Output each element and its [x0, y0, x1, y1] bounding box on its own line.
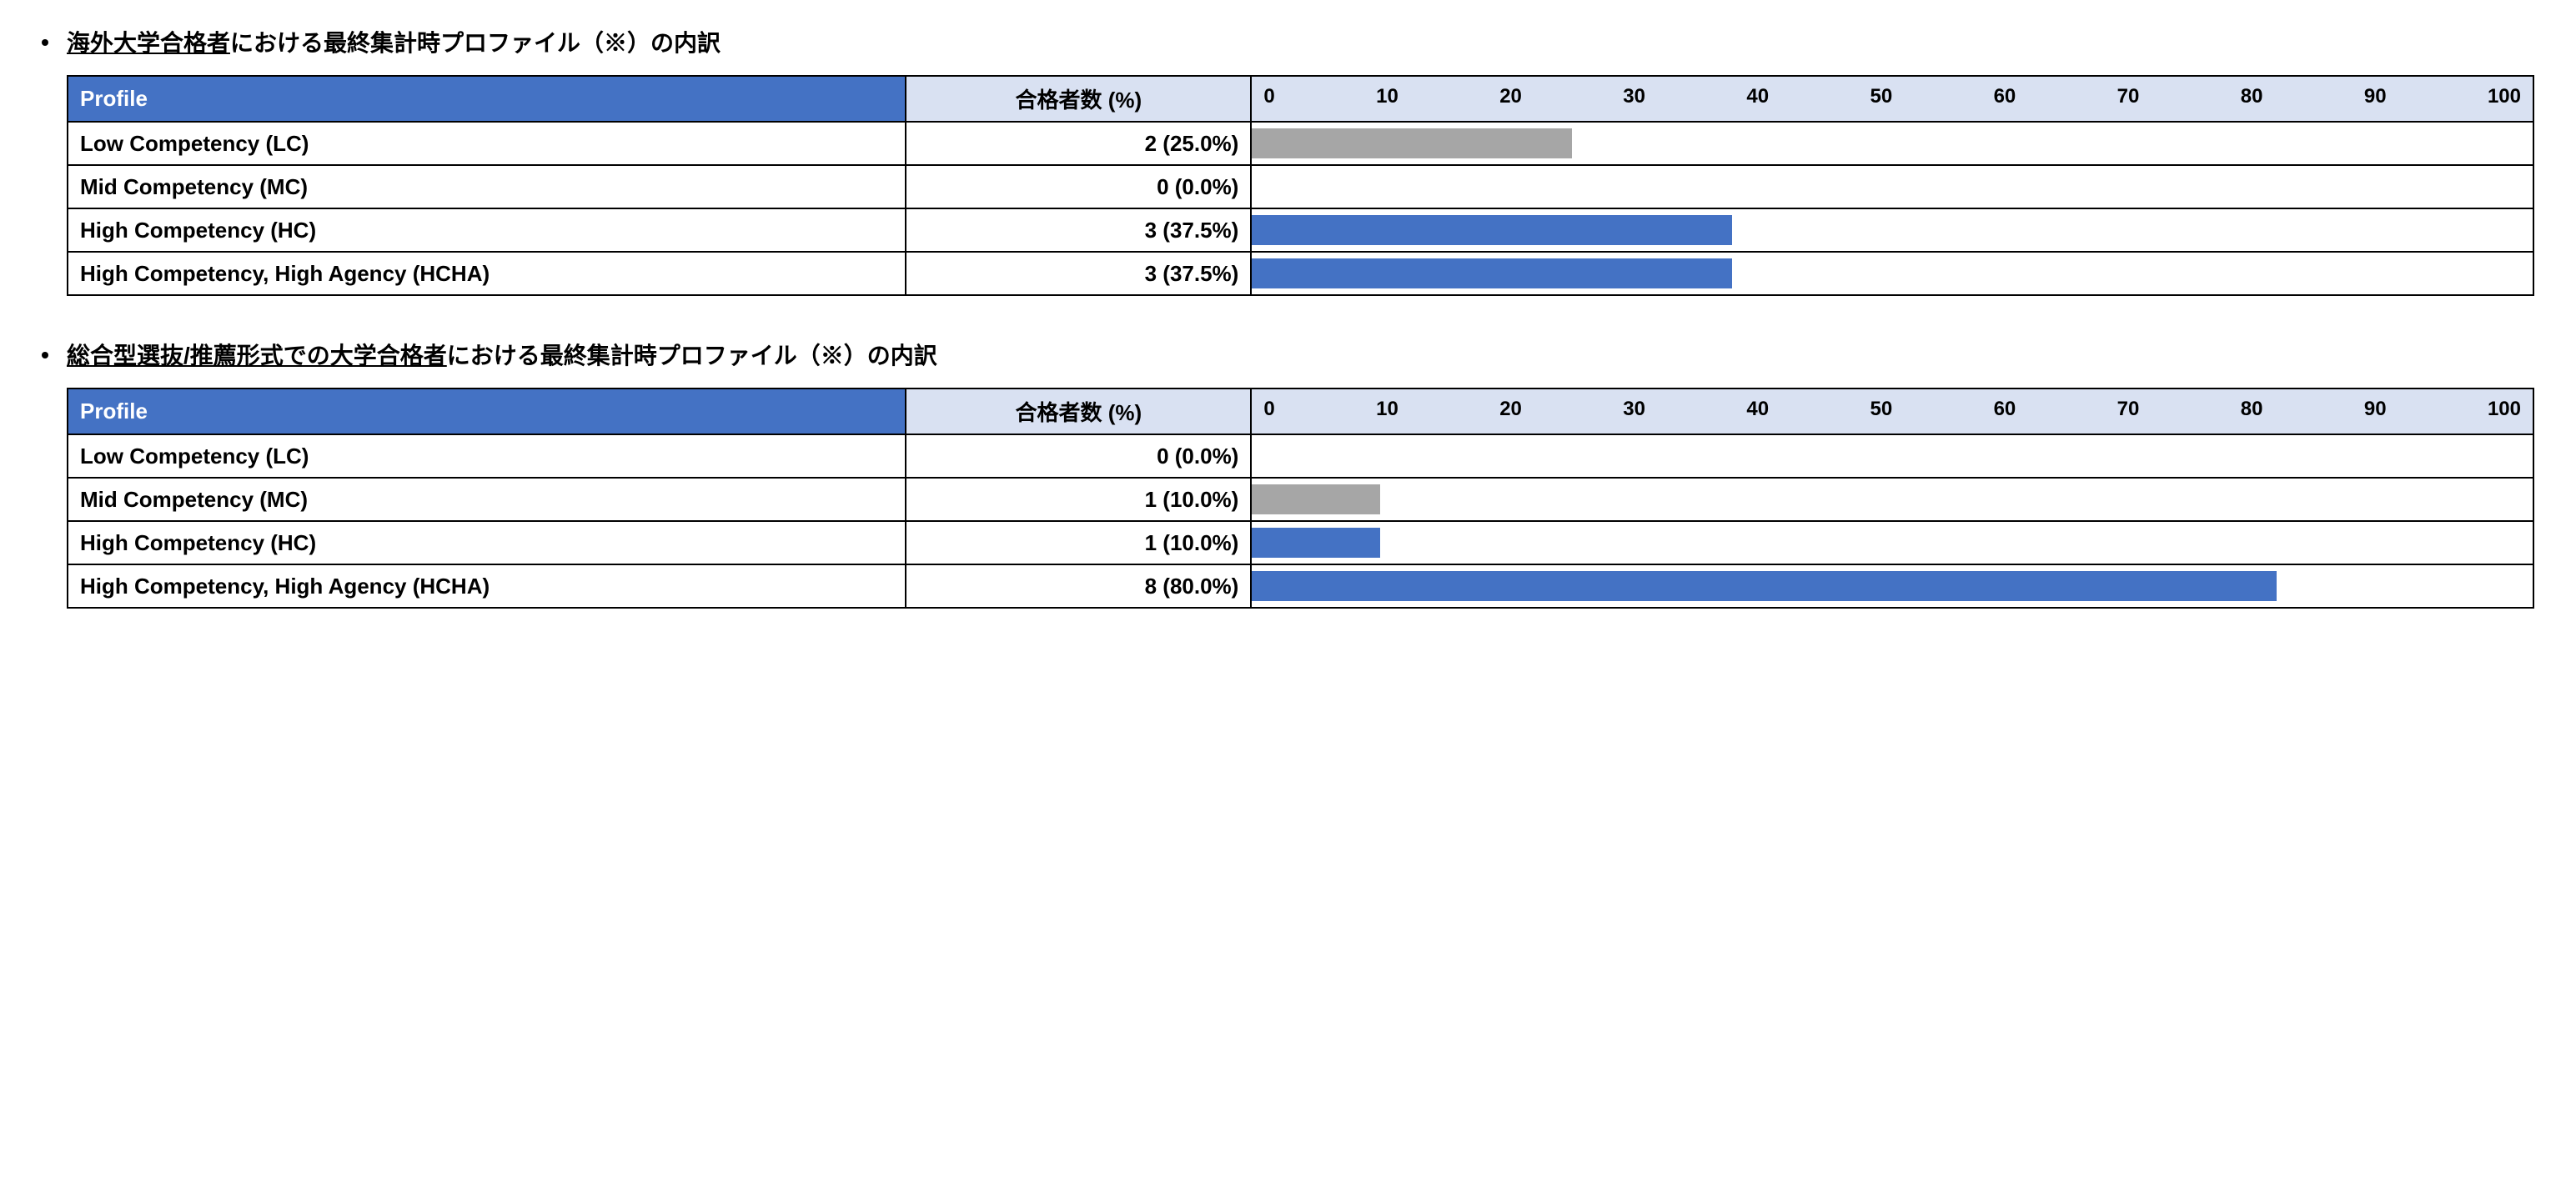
table-header-row: Profile合格者数 (%) 0 10 20 30 40 50 60 70 80 90 100 — [68, 388, 2533, 434]
axis-tick: 30 — [1623, 398, 1645, 421]
cell-count: 2 (25.0%) — [906, 122, 1251, 165]
axis-tick: 90 — [2364, 85, 2387, 108]
axis-tick: 20 — [1499, 85, 1522, 108]
axis-tick: 80 — [2241, 398, 2263, 421]
cell-profile: Mid Competency (MC) — [68, 165, 906, 208]
table-row: Low Competency (LC)0 (0.0%) — [68, 434, 2533, 478]
header-profile: Profile — [68, 388, 906, 434]
axis-tick: 20 — [1499, 398, 1522, 421]
cell-bar — [1251, 434, 2533, 478]
cell-bar — [1251, 564, 2533, 608]
cell-bar — [1251, 252, 2533, 295]
cell-count: 1 (10.0%) — [906, 478, 1251, 521]
axis-tick: 90 — [2364, 398, 2387, 421]
profile-table: Profile合格者数 (%) 0 10 20 30 40 50 60 70 80 90 100 Low… — [67, 388, 2534, 609]
section-title: 海外大学合格者における最終集計時プロファイル（※）の内訳 — [42, 25, 2534, 58]
axis-tick: 80 — [2241, 85, 2263, 108]
axis-tick: 0 — [1263, 85, 1274, 108]
cell-count: 8 (80.0%) — [906, 564, 1251, 608]
axis-tick: 50 — [1870, 85, 1892, 108]
cell-count: 0 (0.0%) — [906, 434, 1251, 478]
bar — [1252, 484, 1380, 514]
table-header-row: Profile合格者数 (%) 0 10 20 30 40 50 60 70 80 90 100 — [68, 76, 2533, 122]
bullet-icon — [42, 39, 48, 46]
axis-tick: 50 — [1870, 398, 1892, 421]
header-profile: Profile — [68, 76, 906, 122]
cell-profile: High Competency (HC) — [68, 521, 906, 564]
cell-profile: High Competency, High Agency (HCHA) — [68, 564, 906, 608]
table-row: High Competency, High Agency (HCHA)8 (80… — [68, 564, 2533, 608]
cell-count: 1 (10.0%) — [906, 521, 1251, 564]
axis-tick: 0 — [1263, 398, 1274, 421]
axis-tick: 10 — [1376, 85, 1398, 108]
cell-bar — [1251, 478, 2533, 521]
axis-tick: 70 — [2117, 398, 2140, 421]
cell-profile: Low Competency (LC) — [68, 122, 906, 165]
cell-bar — [1251, 122, 2533, 165]
cell-count: 3 (37.5%) — [906, 252, 1251, 295]
section-title: 総合型選抜/推薦形式での大学合格者における最終集計時プロファイル（※）の内訳 — [42, 338, 2534, 371]
axis-tick: 100 — [2488, 398, 2521, 421]
table-row: High Competency (HC)3 (37.5%) — [68, 208, 2533, 252]
cell-count: 3 (37.5%) — [906, 208, 1251, 252]
section: 海外大学合格者における最終集計時プロファイル（※）の内訳 Profile合格者数 … — [42, 25, 2534, 296]
axis-tick: 60 — [1994, 398, 2016, 421]
section-title-rest: における最終集計時プロファイル（※）の内訳 — [230, 30, 721, 56]
axis-labels: 0 10 20 30 40 50 60 70 80 90 100 — [1263, 398, 2521, 421]
cell-bar — [1251, 208, 2533, 252]
bullet-icon — [42, 352, 48, 358]
table-row: Mid Competency (MC)1 (10.0%) — [68, 478, 2533, 521]
section-title-underline: 海外大学合格者 — [67, 30, 230, 56]
axis-tick: 60 — [1994, 85, 2016, 108]
cell-profile: Mid Competency (MC) — [68, 478, 906, 521]
axis-tick: 30 — [1623, 85, 1645, 108]
cell-profile: High Competency (HC) — [68, 208, 906, 252]
bar — [1252, 128, 1572, 158]
section-title-rest: における最終集計時プロファイル（※）の内訳 — [447, 343, 937, 368]
header-count: 合格者数 (%) — [906, 388, 1251, 434]
cell-count: 0 (0.0%) — [906, 165, 1251, 208]
table-row: Mid Competency (MC)0 (0.0%) — [68, 165, 2533, 208]
profile-table: Profile合格者数 (%) 0 10 20 30 40 50 60 70 80 90 100 Low… — [67, 75, 2534, 296]
bar — [1252, 571, 2277, 601]
table-row: Low Competency (LC)2 (25.0%) — [68, 122, 2533, 165]
axis-labels: 0 10 20 30 40 50 60 70 80 90 100 — [1263, 85, 2521, 108]
section: 総合型選抜/推薦形式での大学合格者における最終集計時プロファイル（※）の内訳 Pr… — [42, 338, 2534, 609]
header-axis: 0 10 20 30 40 50 60 70 80 90 100 — [1251, 76, 2533, 122]
cell-profile: High Competency, High Agency (HCHA) — [68, 252, 906, 295]
axis-tick: 10 — [1376, 398, 1398, 421]
header-axis: 0 10 20 30 40 50 60 70 80 90 100 — [1251, 388, 2533, 434]
bar — [1252, 528, 1380, 558]
section-title-underline: 総合型選抜/推薦形式での大学合格者 — [67, 343, 447, 368]
cell-bar — [1251, 165, 2533, 208]
axis-tick: 70 — [2117, 85, 2140, 108]
axis-tick: 40 — [1746, 398, 1769, 421]
header-count: 合格者数 (%) — [906, 76, 1251, 122]
table-row: High Competency, High Agency (HCHA)3 (37… — [68, 252, 2533, 295]
bar — [1252, 258, 1732, 288]
table-row: High Competency (HC)1 (10.0%) — [68, 521, 2533, 564]
cell-profile: Low Competency (LC) — [68, 434, 906, 478]
axis-tick: 40 — [1746, 85, 1769, 108]
section-title-text: 総合型選抜/推薦形式での大学合格者における最終集計時プロファイル（※）の内訳 — [67, 338, 937, 371]
cell-bar — [1251, 521, 2533, 564]
axis-tick: 100 — [2488, 85, 2521, 108]
bar — [1252, 215, 1732, 245]
section-title-text: 海外大学合格者における最終集計時プロファイル（※）の内訳 — [67, 25, 721, 58]
